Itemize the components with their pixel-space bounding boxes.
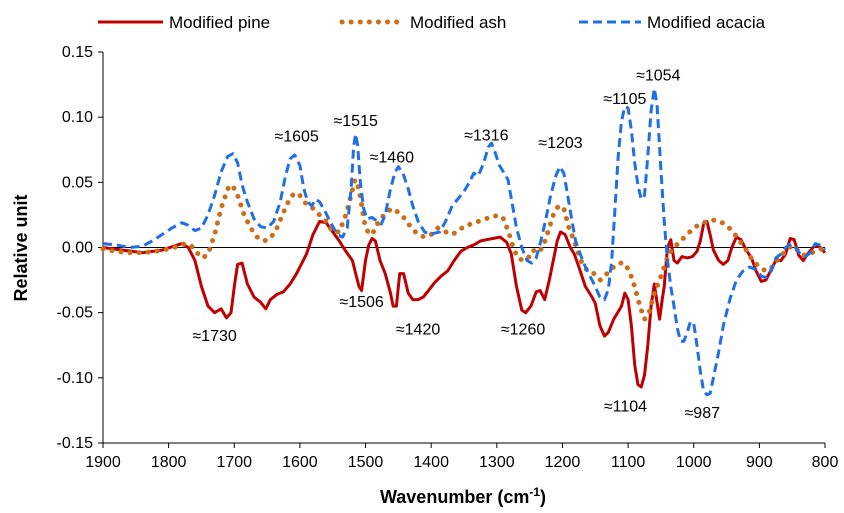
x-tick-label: 1200: [545, 454, 581, 471]
peak-annotation: ≈1260: [501, 322, 545, 339]
series-line-modified-pine: [102, 219, 827, 389]
x-tick-label: 800: [812, 454, 839, 471]
x-tick-label: 1500: [348, 454, 384, 471]
peak-annotation: ≈1605: [274, 129, 318, 146]
peak-annotation: ≈1104: [604, 399, 647, 416]
peak-annotation: ≈1460: [370, 150, 414, 167]
peak-annotation: ≈987: [685, 405, 721, 422]
y-tick-label: -0.10: [57, 370, 94, 387]
x-tick-label: 1300: [479, 454, 515, 471]
peak-annotation: ≈1515: [334, 113, 378, 130]
annotations: ≈1730 ≈1605 ≈1515 ≈1506 ≈1460 ≈1420 ≈1316 ≈1260…: [192, 67, 720, 422]
x-tick-label: 1000: [676, 454, 712, 471]
peak-annotation: ≈1506: [339, 294, 383, 311]
x-tick-label: 1600: [282, 454, 318, 471]
legend-label: Modified pine: [169, 13, 270, 32]
y-tick-label: 0.10: [62, 109, 93, 126]
series-line-modified-acacia: [102, 87, 827, 397]
peak-annotation: ≈1054: [636, 67, 680, 84]
y-tick-label: 0.00: [62, 240, 93, 257]
x-tick-label: 1900: [85, 454, 121, 471]
legend-label: Modified acacia: [647, 13, 766, 32]
peak-annotation: ≈1203: [538, 135, 582, 152]
x-tick-label: 1800: [151, 454, 187, 471]
x-tick-label: 900: [746, 454, 773, 471]
peak-annotation: ≈1105: [603, 91, 646, 108]
peak-annotation: ≈1316: [464, 127, 508, 144]
series-line-modified-ash: [100, 177, 828, 322]
x-tick-label: 1400: [413, 454, 449, 471]
y-tick-label: -0.05: [57, 305, 94, 322]
axes: 0.15 0.10 0.05 0.00 -0.05 -0.10 -0.15 1900 1800 1…: [57, 44, 839, 471]
series-group: [100, 87, 828, 397]
peak-annotation: ≈1420: [396, 322, 440, 339]
legend: Modified pine Modified ash Modified acacia: [98, 13, 766, 32]
y-tick-label: 0.05: [62, 174, 93, 191]
x-tick-label: 1100: [611, 454, 646, 471]
peak-annotation: ≈1730: [192, 328, 236, 345]
y-tick-label: -0.15: [57, 435, 94, 452]
y-tick-label: 0.15: [62, 44, 93, 61]
x-axis-title: Wavenumber (cm-1): [380, 485, 546, 507]
y-axis-title: Relative unit: [11, 194, 31, 301]
legend-label: Modified ash: [410, 13, 506, 32]
x-tick-label: 1700: [216, 454, 252, 471]
